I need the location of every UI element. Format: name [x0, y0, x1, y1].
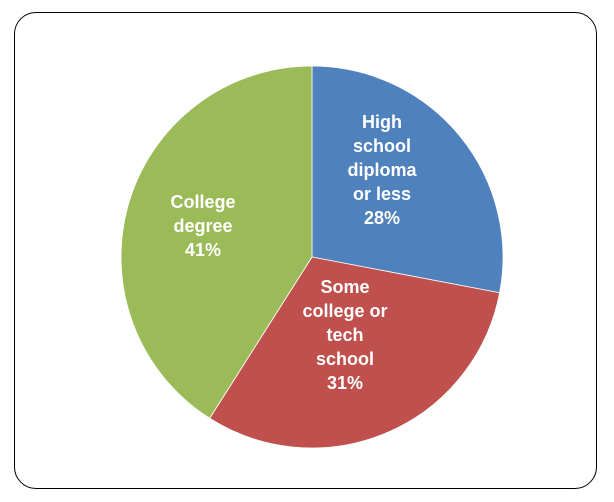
slice-label-line: college or: [302, 301, 387, 321]
slice-label-line: school: [353, 136, 411, 156]
slice-label-line: degree: [173, 216, 232, 236]
slice-label-line: or less: [353, 184, 411, 204]
pie-slice-0: [311, 65, 504, 294]
pie-slice-2: [120, 65, 313, 419]
slice-label-line: diploma: [347, 160, 417, 180]
slice-label-line: 28%: [364, 208, 400, 228]
slice-label-line: tech: [326, 325, 363, 345]
slice-label-2: College degree 41%: [170, 192, 235, 260]
slice-label-line: school: [316, 349, 374, 369]
slice-label-line: High: [362, 112, 402, 132]
slice-label-line: 41%: [185, 240, 221, 260]
slice-label-1: Some college or tech school 31%: [302, 277, 387, 393]
slice-label-line: Some: [320, 277, 369, 297]
slice-label-line: College: [170, 192, 235, 212]
slice-label-line: 31%: [327, 373, 363, 393]
slice-label-0: High school diploma or less 28%: [347, 112, 417, 228]
